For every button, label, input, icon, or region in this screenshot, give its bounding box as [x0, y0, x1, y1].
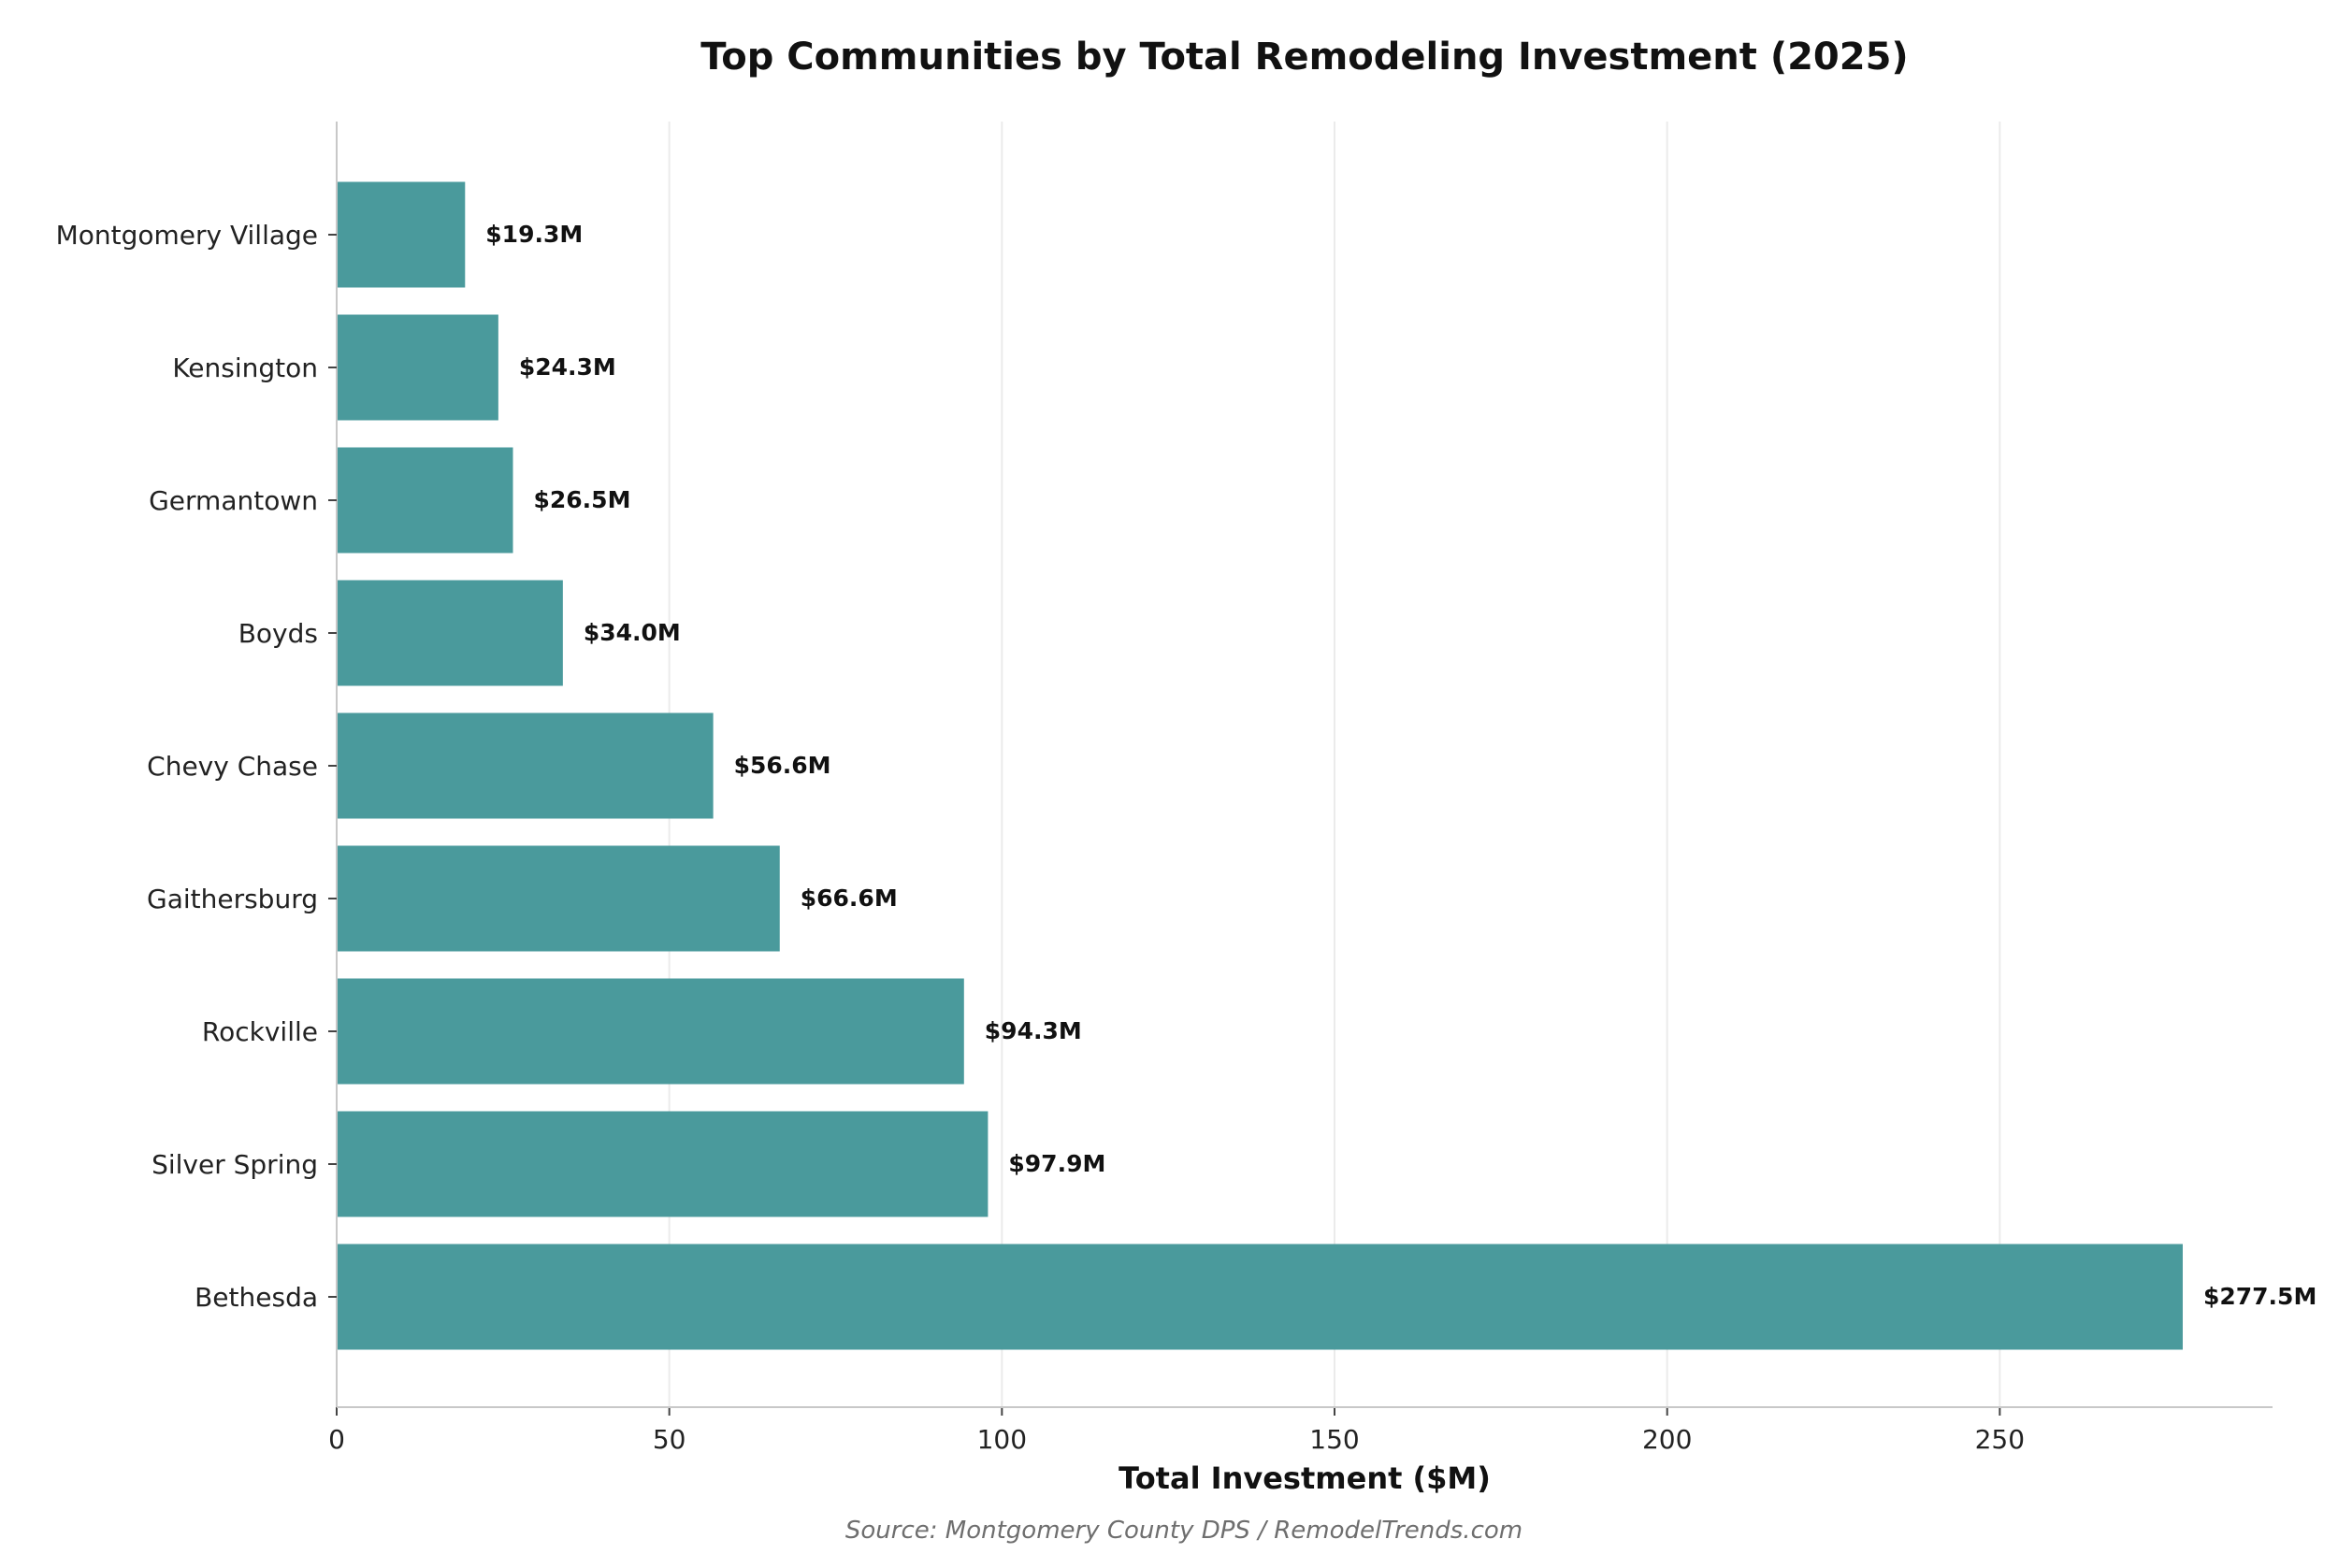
- bar-value-label: $56.6M: [734, 752, 831, 779]
- y-tick-label: Silver Spring: [152, 1149, 318, 1180]
- bar: [337, 712, 714, 819]
- x-axis-label: Total Investment ($M): [1118, 1460, 1491, 1496]
- y-tick-label: Germantown: [149, 485, 318, 516]
- bar-value-label: $277.5M: [2203, 1283, 2316, 1310]
- chart-title: Top Communities by Total Remodeling Inve…: [700, 36, 1908, 79]
- y-tick-label: Gaithersburg: [147, 884, 318, 914]
- bar-value-label: $66.6M: [801, 885, 898, 912]
- x-tick-label: 50: [653, 1424, 686, 1455]
- x-tick-label: 250: [1975, 1424, 2025, 1455]
- bar-value-label: $19.3M: [485, 221, 583, 248]
- bar: [337, 1111, 989, 1217]
- y-tick-label: Bethesda: [195, 1282, 318, 1313]
- y-tick-label: Chevy Chase: [147, 751, 318, 782]
- bar-value-label: $34.0M: [584, 619, 681, 646]
- y-tick-label: Kensington: [172, 352, 318, 383]
- bar: [337, 181, 466, 288]
- x-tick-label: 0: [328, 1424, 345, 1455]
- axes: 0 50 100 150 200 250 Montgomery Village Kensing…: [56, 122, 2273, 1455]
- bar-value-label: $97.9M: [1008, 1150, 1105, 1177]
- y-tick-label: Montgomery Village: [56, 220, 318, 251]
- bar: [337, 845, 780, 952]
- bar-value-label: $26.5M: [534, 486, 631, 513]
- bar-value-label: $24.3M: [519, 353, 616, 381]
- y-tick-label: Boyds: [238, 618, 318, 649]
- x-tick-label: 100: [977, 1424, 1027, 1455]
- y-tick-label: Rockville: [202, 1016, 318, 1047]
- x-tick-label: 150: [1309, 1424, 1359, 1455]
- bar: [337, 314, 498, 421]
- bar-value-label: $94.3M: [985, 1017, 1082, 1044]
- x-tick-label: 200: [1642, 1424, 1692, 1455]
- bars: [337, 181, 2183, 1350]
- bar: [337, 978, 964, 1085]
- value-labels: $19.3M $24.3M $26.5M $34.0M $56.6M $66.6M $94.…: [485, 221, 2316, 1310]
- bar: [337, 580, 563, 686]
- bar: [337, 1244, 2183, 1350]
- source-note: Source: Montgomery County DPS / RemodelT…: [845, 1517, 1523, 1545]
- bar: [337, 447, 513, 554]
